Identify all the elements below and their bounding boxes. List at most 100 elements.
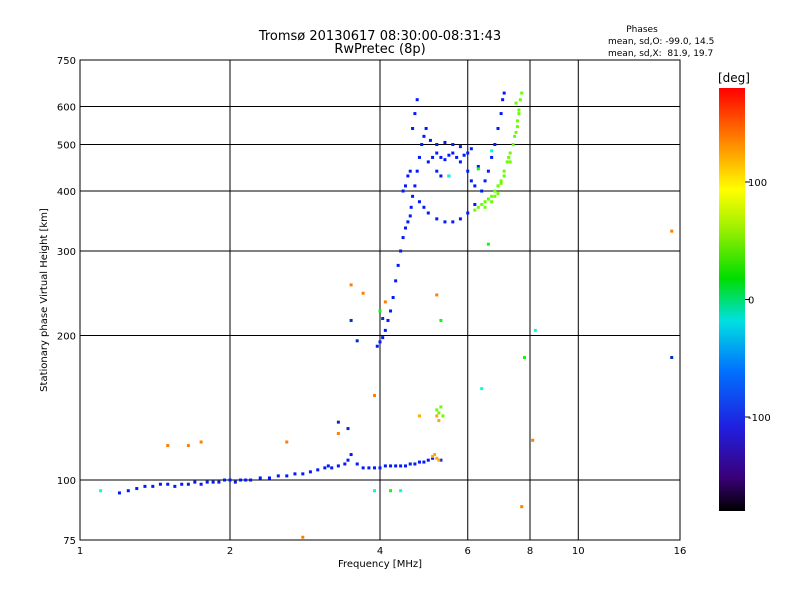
data-point (413, 462, 417, 466)
data-point (455, 155, 459, 159)
data-point (490, 200, 494, 204)
data-point (326, 464, 330, 468)
data-point (375, 344, 379, 348)
data-point (531, 438, 535, 442)
data-point (499, 179, 503, 183)
data-point (486, 197, 490, 201)
data-point (458, 160, 462, 164)
x-axis-ticks: 1 2 4 6 8 10 16 (77, 546, 687, 557)
data-point (533, 328, 537, 332)
colorbar-tick-label: -100 (748, 413, 771, 424)
data-point (151, 484, 155, 488)
plot-frame (79, 59, 681, 541)
data-point (301, 535, 305, 539)
data-point (417, 414, 421, 418)
data-point (447, 153, 451, 157)
data-point (403, 226, 407, 230)
data-point (126, 489, 130, 493)
data-point (514, 130, 518, 134)
data-point (403, 464, 407, 468)
data-point (520, 91, 524, 95)
data-point (480, 202, 484, 206)
data-point (439, 318, 443, 322)
data-point (158, 482, 162, 486)
data-points (99, 91, 674, 539)
data-point (361, 291, 365, 295)
data-point (316, 468, 320, 472)
data-point (486, 242, 490, 246)
data-point (403, 184, 407, 188)
data-point (349, 283, 353, 287)
data-point (415, 169, 419, 173)
colorbar (719, 88, 745, 511)
data-point (373, 466, 377, 470)
data-point (389, 464, 393, 468)
data-point (406, 220, 410, 224)
data-point (373, 394, 377, 398)
data-point (381, 336, 385, 340)
data-point (285, 474, 289, 478)
data-point (349, 453, 353, 457)
data-point (480, 387, 484, 391)
y-tick-label: 200 (57, 332, 76, 343)
data-point (413, 184, 417, 188)
data-point (346, 427, 350, 431)
data-point (422, 205, 426, 209)
data-point (417, 200, 421, 204)
data-point (476, 205, 480, 209)
y-tick-label: 300 (57, 247, 76, 258)
data-point (293, 472, 297, 476)
phase-stats-x: mean, sd,X: 81.9, 19.7 (608, 49, 713, 59)
data-point (499, 181, 503, 185)
data-point (417, 155, 421, 159)
data-point (451, 143, 455, 147)
data-point (508, 151, 512, 155)
data-point (473, 202, 477, 206)
data-point (391, 296, 395, 300)
colorbar-tick-label: 0 (748, 296, 754, 307)
data-point (383, 300, 387, 304)
data-point (401, 189, 405, 193)
x-tick-label: 8 (527, 546, 533, 557)
data-point (143, 484, 147, 488)
data-point (308, 470, 312, 474)
data-point (233, 480, 237, 484)
chart-title: Tromsø 20130617 08:30:00-08:31:43 (258, 29, 501, 44)
data-point (409, 205, 413, 209)
data-point (517, 112, 521, 116)
data-point (355, 339, 359, 343)
data-point (117, 491, 121, 495)
data-point (496, 192, 500, 196)
data-point (381, 317, 385, 321)
data-point (417, 460, 421, 464)
x-tick-label: 16 (674, 546, 687, 557)
x-tick-label: 10 (572, 546, 585, 557)
data-point (378, 466, 382, 470)
data-point (323, 466, 327, 470)
y-tick-label: 75 (63, 536, 76, 547)
data-point (458, 217, 462, 221)
data-point (462, 153, 466, 157)
data-point (389, 489, 393, 493)
gridlines (80, 60, 680, 540)
data-point (439, 155, 443, 159)
data-point (490, 155, 494, 159)
data-point (435, 151, 439, 155)
data-point (435, 293, 439, 297)
data-point (408, 169, 412, 173)
data-point (473, 208, 477, 212)
data-point (514, 101, 518, 105)
data-point (396, 263, 400, 267)
data-point (411, 194, 415, 198)
data-point (517, 108, 521, 112)
data-point (336, 464, 340, 468)
data-point (508, 160, 512, 164)
data-point (435, 414, 439, 418)
data-point (336, 420, 340, 424)
data-point (490, 194, 494, 198)
data-point (469, 179, 473, 183)
data-point (505, 160, 509, 164)
data-point (411, 126, 415, 130)
data-point (428, 138, 432, 142)
